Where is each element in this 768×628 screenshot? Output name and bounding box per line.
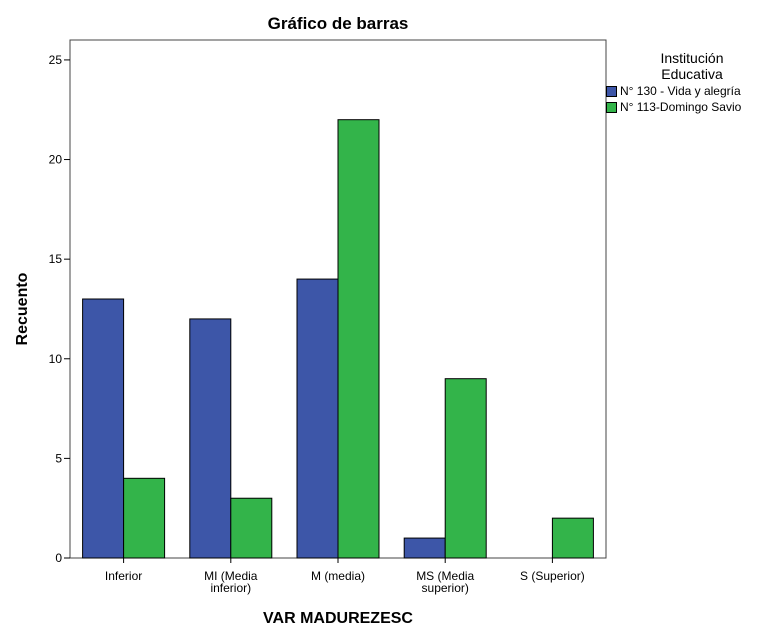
- legend: Institución Educativa N° 130 - Vida y al…: [606, 50, 766, 114]
- y-tick-label: 25: [49, 53, 63, 67]
- y-tick-label: 0: [55, 551, 62, 565]
- x-tick-label-line: inferior): [210, 581, 251, 595]
- y-tick-label: 20: [49, 153, 63, 167]
- legend-label: N° 113-Domingo Savio: [620, 100, 742, 114]
- y-axis-label: Recuento: [14, 272, 31, 346]
- legend-title-line: Institución: [660, 50, 724, 66]
- y-tick-label: 10: [49, 352, 63, 366]
- legend-label: N° 130 - Vida y alegría: [620, 84, 741, 98]
- bar: [444, 378, 487, 559]
- legend-swatch: [606, 85, 617, 97]
- y-tick-label: 15: [49, 252, 63, 266]
- x-tick-label: MS (Media superior): [416, 569, 474, 595]
- chart-title: Gráfico de barras: [267, 14, 409, 33]
- legend-item-series-2: N° 113-Domingo Savio: [606, 100, 766, 114]
- legend-item-series-1: N° 130 - Vida y alegría: [606, 84, 766, 98]
- x-axis-label: VAR MADUREZESC: [263, 610, 413, 627]
- x-tick-label-line: superior): [422, 581, 469, 595]
- bar: [230, 497, 273, 559]
- bar: [296, 278, 339, 559]
- bar: [123, 477, 166, 559]
- bar: [337, 119, 380, 559]
- x-tick-label: M (media): [311, 569, 365, 583]
- bar: [551, 517, 594, 559]
- x-tick-label-line: S (Superior): [520, 569, 585, 583]
- y-tick-label: 5: [55, 451, 62, 465]
- x-tick-label-line: Inferior: [105, 569, 142, 583]
- bar: [189, 318, 232, 559]
- legend-title: Institución Educativa: [606, 50, 766, 82]
- legend-swatch: [606, 101, 617, 113]
- bar: [403, 537, 446, 559]
- x-tick-label: S (Superior): [520, 569, 585, 583]
- bar: [82, 298, 125, 559]
- x-tick-label-line: M (media): [311, 569, 365, 583]
- x-tick-label-line: MI (Media: [204, 569, 258, 583]
- x-tick-label: MI (Media inferior): [204, 569, 258, 595]
- x-tick-label: Inferior: [105, 569, 142, 583]
- legend-title-line: Educativa: [661, 66, 723, 82]
- x-tick-label-line: MS (Media: [416, 569, 474, 583]
